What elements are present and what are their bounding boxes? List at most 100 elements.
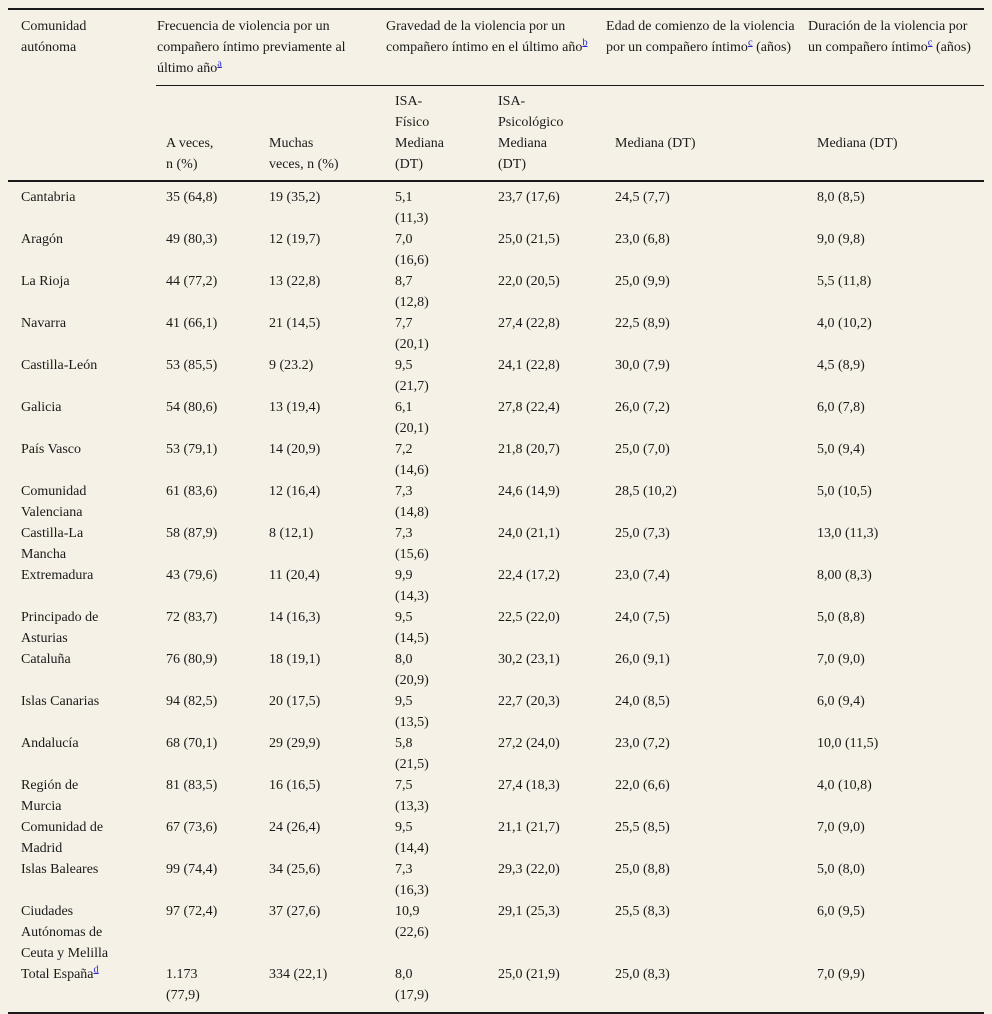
cell-a-veces: 58 (87,9)	[166, 526, 218, 541]
table-row: Castilla-León 53 (85,5) 9 (23.2) 9,5 (21,7)…	[8, 355, 984, 397]
cell-isa-psicologico-mediana: 21,1 (21,7)	[498, 820, 560, 835]
cell-a-veces: 49 (80,3)	[166, 232, 218, 247]
footnote-link-d[interactable]: d	[93, 964, 99, 976]
cell-muchas-veces: 8 (12,1)	[269, 526, 314, 541]
cell-a-veces: 99 (74,4)	[166, 862, 218, 877]
cell-a-veces: 1.173 (77,9)	[166, 967, 200, 1003]
row-header-community: Comunidad de Madrid	[21, 820, 104, 856]
regional-violence-table: Comunidad autónoma Frecuencia de violenc…	[8, 8, 985, 1014]
cell-muchas-veces: 34 (25,6)	[269, 862, 321, 877]
cell-a-veces: 41 (66,1)	[166, 316, 218, 331]
table-row: Islas Baleares 99 (74,4) 34 (25,6) 7,3 (16,…	[8, 859, 984, 901]
cell-isa-fisico-mediana: 7,3 (16,3)	[395, 862, 429, 898]
col-header-muchas-veces: Muchas veces, n (%)	[269, 136, 339, 172]
table-row: Extremadura 43 (79,6) 11 (20,4) 9,9 (14,3) 2…	[8, 565, 984, 607]
row-header-community: La Rioja	[21, 274, 70, 289]
cell-isa-fisico-mediana: 6,1 (20,1)	[395, 400, 429, 436]
group-header-duracion: Duración de la violencia por un compañer…	[807, 9, 985, 86]
cell-edad-mediana: 24,0 (7,5)	[615, 610, 670, 625]
cell-edad-mediana: 22,0 (6,6)	[615, 778, 670, 793]
col-header-duracion-mediana: Mediana (DT)	[817, 136, 898, 151]
cell-isa-psicologico-mediana: 23,7 (17,6)	[498, 190, 560, 205]
cell-muchas-veces: 12 (19,7)	[269, 232, 321, 247]
footnote-link-c[interactable]: c	[747, 37, 753, 49]
cell-a-veces: 72 (83,7)	[166, 610, 218, 625]
cell-isa-fisico-mediana: 9,5 (13,5)	[395, 694, 429, 730]
cell-isa-psicologico-mediana: 27,4 (18,3)	[498, 778, 560, 793]
cell-isa-psicologico-mediana: 24,1 (22,8)	[498, 358, 560, 373]
cell-duracion-mediana: 8,0 (8,5)	[817, 190, 865, 205]
row-header-community: Región de Murcia	[21, 778, 79, 814]
cell-a-veces: 68 (70,1)	[166, 736, 218, 751]
cell-duracion-mediana: 4,0 (10,8)	[817, 778, 872, 793]
sub-header-row: A veces, n (%) Muchas veces, n (%) ISA- …	[8, 86, 984, 182]
row-header-community: Ciudades Autónomas de Ceuta y Melilla	[21, 904, 109, 961]
cell-edad-mediana: 25,0 (7,0)	[615, 442, 670, 457]
cell-edad-mediana: 24,0 (8,5)	[615, 694, 670, 709]
cell-edad-mediana: 25,0 (8,3)	[615, 967, 670, 982]
cell-isa-fisico-mediana: 8,0 (17,9)	[395, 967, 429, 1003]
group-header-frecuencia-label: Frecuencia de violencia por un compañero…	[157, 19, 346, 76]
cell-a-veces: 81 (83,5)	[166, 778, 218, 793]
group-header-edad: Edad de comienzo de la violencia por un …	[605, 9, 808, 86]
table-row: Cataluña 76 (80,9) 18 (19,1) 8,0 (20,9) 30,2…	[8, 649, 984, 691]
cell-isa-fisico-mediana: 9,5 (14,4)	[395, 820, 429, 856]
row-header-community: Principado de Asturias	[21, 610, 99, 646]
table-row: Castilla-La Mancha 58 (87,9) 8 (12,1) 7,3 (…	[8, 523, 984, 565]
cell-duracion-mediana: 10,0 (11,5)	[817, 736, 879, 751]
row-header-community: Castilla-León	[21, 358, 98, 373]
cell-isa-psicologico-mediana: 27,8 (22,4)	[498, 400, 560, 415]
table-header: Comunidad autónoma Frecuencia de violenc…	[8, 9, 985, 182]
table-row: Islas Canarias 94 (82,5) 20 (17,5) 9,5 (13,…	[8, 691, 984, 733]
cell-duracion-mediana: 6,0 (9,4)	[817, 694, 865, 709]
group-header-gravedad-label: Gravedad de la violencia por un compañer…	[386, 19, 583, 55]
cell-muchas-veces: 13 (19,4)	[269, 400, 321, 415]
table-row: Región de Murcia 81 (83,5) 16 (16,5) 7,5 (1…	[8, 775, 984, 817]
cell-isa-psicologico-mediana: 30,2 (23,1)	[498, 652, 560, 667]
table-body: Cantabria 35 (64,8) 19 (35,2) 5,1 (11,3) 23,…	[8, 181, 985, 1013]
cell-edad-mediana: 25,5 (8,5)	[615, 820, 670, 835]
cell-isa-psicologico-mediana: 22,0 (20,5)	[498, 274, 560, 289]
footnote-link-c-2[interactable]: c	[927, 37, 933, 49]
cell-edad-mediana: 28,5 (10,2)	[615, 484, 677, 499]
cell-isa-psicologico-mediana: 27,2 (24,0)	[498, 736, 560, 751]
group-header-edad-label: Edad de comienzo de la violencia por un …	[606, 19, 795, 55]
cell-edad-mediana: 30,0 (7,9)	[615, 358, 670, 373]
group-header-frecuencia: Frecuencia de violencia por un compañero…	[156, 9, 385, 86]
table-row: Comunidad de Madrid 67 (73,6) 24 (26,4) 9,5…	[8, 817, 984, 859]
table-row: Cantabria 35 (64,8) 19 (35,2) 5,1 (11,3) 23,…	[8, 181, 984, 229]
cell-muchas-veces: 21 (14,5)	[269, 316, 321, 331]
col-header-a-veces: A veces, n (%)	[166, 136, 214, 172]
row-header-community: Islas Baleares	[21, 862, 99, 877]
row-header-community: Castilla-La Mancha	[21, 526, 84, 562]
row-header-community: Galicia	[21, 400, 62, 415]
cell-edad-mediana: 22,5 (8,9)	[615, 316, 670, 331]
cell-isa-psicologico-mediana: 25,0 (21,9)	[498, 967, 560, 982]
col-header-isa-fisico: ISA- Físico Mediana (DT)	[395, 94, 444, 172]
cell-edad-mediana: 25,0 (7,3)	[615, 526, 670, 541]
cell-isa-psicologico-mediana: 25,0 (21,5)	[498, 232, 560, 247]
footnote-link-b[interactable]: b	[582, 37, 588, 49]
col-header-comunidad-autonoma: Comunidad autónoma	[21, 19, 87, 55]
cell-edad-mediana: 25,0 (9,9)	[615, 274, 670, 289]
row-header-community: Cantabria	[21, 190, 76, 205]
cell-edad-mediana: 26,0 (9,1)	[615, 652, 670, 667]
footnote-marker-c2: c	[927, 37, 933, 49]
cell-duracion-mediana: 5,0 (8,8)	[817, 610, 865, 625]
footnote-link-a[interactable]: a	[217, 58, 222, 70]
row-header-community: Comunidad Valenciana	[21, 484, 87, 520]
table-row: La Rioja 44 (77,2) 13 (22,8) 8,7 (12,8) 22,0…	[8, 271, 984, 313]
cell-edad-mediana: 23,0 (7,2)	[615, 736, 670, 751]
cell-muchas-veces: 11 (20,4)	[269, 568, 320, 583]
row-header-community: Aragón	[21, 232, 63, 247]
cell-duracion-mediana: 7,0 (9,9)	[817, 967, 865, 982]
group-header-duracion-label: Duración de la violencia por un compañer…	[808, 19, 968, 55]
cell-muchas-veces: 16 (16,5)	[269, 778, 321, 793]
cell-isa-fisico-mediana: 9,5 (14,5)	[395, 610, 429, 646]
cell-muchas-veces: 37 (27,6)	[269, 904, 321, 919]
cell-duracion-mediana: 5,0 (10,5)	[817, 484, 872, 499]
cell-isa-fisico-mediana: 8,0 (20,9)	[395, 652, 429, 688]
cell-isa-psicologico-mediana: 21,8 (20,7)	[498, 442, 560, 457]
cell-edad-mediana: 25,0 (8,8)	[615, 862, 670, 877]
cell-duracion-mediana: 7,0 (9,0)	[817, 652, 865, 667]
